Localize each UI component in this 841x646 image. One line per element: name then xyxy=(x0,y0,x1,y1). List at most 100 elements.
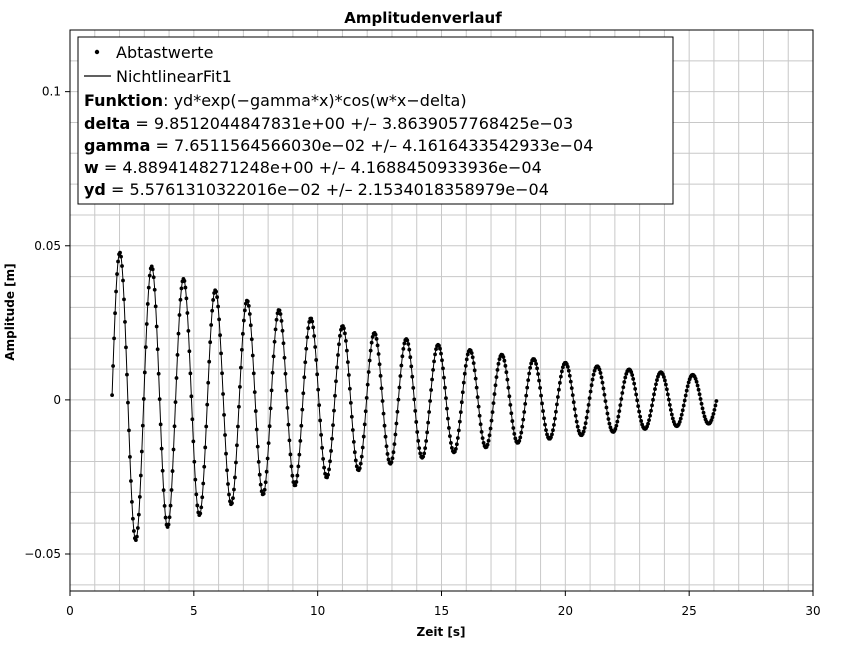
sample-point xyxy=(111,364,115,368)
sample-point xyxy=(275,311,280,316)
sample-point xyxy=(345,360,350,365)
sample-point xyxy=(142,370,147,375)
sample-point xyxy=(337,342,341,347)
sample-point xyxy=(393,432,398,437)
sample-point xyxy=(141,397,146,401)
sample-point xyxy=(428,399,433,403)
sample-point xyxy=(286,422,291,427)
sample-point xyxy=(322,465,327,470)
sample-point xyxy=(242,308,247,313)
sample-point xyxy=(253,409,258,413)
sample-point xyxy=(427,410,432,414)
sample-point xyxy=(146,285,151,290)
sample-point xyxy=(693,376,698,381)
sample-point xyxy=(434,347,438,352)
sample-point xyxy=(605,411,610,416)
y-axis: −0.05 0 0.05 0.1 xyxy=(24,85,70,561)
sample-point xyxy=(191,439,196,444)
sample-point xyxy=(211,298,216,302)
sample-point xyxy=(469,351,474,355)
sample-point xyxy=(635,398,640,403)
sample-point xyxy=(379,386,384,391)
sample-point xyxy=(237,404,241,409)
sample-point xyxy=(240,331,245,336)
sample-point xyxy=(295,473,300,478)
sample-point xyxy=(621,385,626,390)
sample-point xyxy=(378,373,383,378)
sample-point xyxy=(462,371,467,376)
sample-point xyxy=(155,347,160,352)
sample-point xyxy=(700,406,705,411)
sample-point xyxy=(501,355,506,359)
y-tick-label: −0.05 xyxy=(24,547,61,561)
sample-point xyxy=(606,417,611,421)
sample-point xyxy=(132,529,136,533)
sample-point xyxy=(422,451,427,456)
sample-point xyxy=(446,416,450,421)
sample-point xyxy=(680,408,685,413)
sample-point xyxy=(475,395,480,399)
sample-point xyxy=(614,423,619,428)
sample-point xyxy=(298,439,303,443)
sample-point xyxy=(536,372,540,376)
sample-point xyxy=(130,499,134,504)
sample-point xyxy=(437,343,441,348)
x-tick-label: 25 xyxy=(682,604,697,618)
sample-point xyxy=(194,492,199,497)
sample-point xyxy=(522,410,527,414)
sample-point xyxy=(543,422,547,427)
sample-point xyxy=(113,311,117,316)
sample-point xyxy=(313,345,318,349)
sample-point xyxy=(545,432,549,437)
sample-point xyxy=(600,380,605,385)
sample-point xyxy=(144,322,149,326)
sample-point xyxy=(666,397,671,402)
sample-point xyxy=(252,390,257,395)
sample-point xyxy=(110,393,114,398)
sample-point xyxy=(230,501,234,506)
sample-point xyxy=(274,317,279,322)
sample-point xyxy=(314,358,319,362)
sample-point xyxy=(662,375,666,379)
sample-point xyxy=(293,483,298,488)
sample-point xyxy=(423,446,428,451)
sample-point xyxy=(556,387,561,392)
sample-point xyxy=(457,419,462,424)
sample-point xyxy=(259,489,264,494)
sample-point xyxy=(123,320,127,324)
sample-point xyxy=(529,361,534,366)
sample-point xyxy=(553,416,557,421)
sample-point xyxy=(591,372,596,377)
sample-point xyxy=(685,384,690,389)
sample-point xyxy=(535,366,539,371)
sample-point xyxy=(399,363,404,368)
sample-point xyxy=(241,318,246,323)
sample-point xyxy=(713,403,718,408)
sample-point xyxy=(663,382,668,387)
sample-point xyxy=(476,404,481,409)
sample-point xyxy=(246,304,251,308)
sample-point xyxy=(135,526,140,530)
sample-point xyxy=(139,449,144,454)
sample-point xyxy=(365,382,370,387)
sample-point xyxy=(153,304,158,309)
sample-point xyxy=(394,421,399,426)
sample-point xyxy=(238,384,242,389)
sample-point xyxy=(670,416,675,421)
sample-point xyxy=(373,332,378,337)
sample-point xyxy=(174,376,179,380)
sample-point xyxy=(571,400,576,405)
sample-point xyxy=(630,373,635,377)
sample-point xyxy=(701,410,706,415)
legend-entry-line: NichtlinearFit1 xyxy=(116,67,232,86)
sample-point xyxy=(493,383,498,388)
legend-param-yd: yd = 5.5761310322016e−02 +/– 2.153401835… xyxy=(84,180,549,199)
sample-point xyxy=(444,396,448,401)
sample-point xyxy=(637,409,642,414)
sample-point xyxy=(472,368,477,373)
sample-point xyxy=(432,359,436,364)
sample-point xyxy=(349,414,354,419)
sample-point xyxy=(283,371,288,376)
sample-point xyxy=(616,414,621,419)
sample-point xyxy=(190,417,195,422)
